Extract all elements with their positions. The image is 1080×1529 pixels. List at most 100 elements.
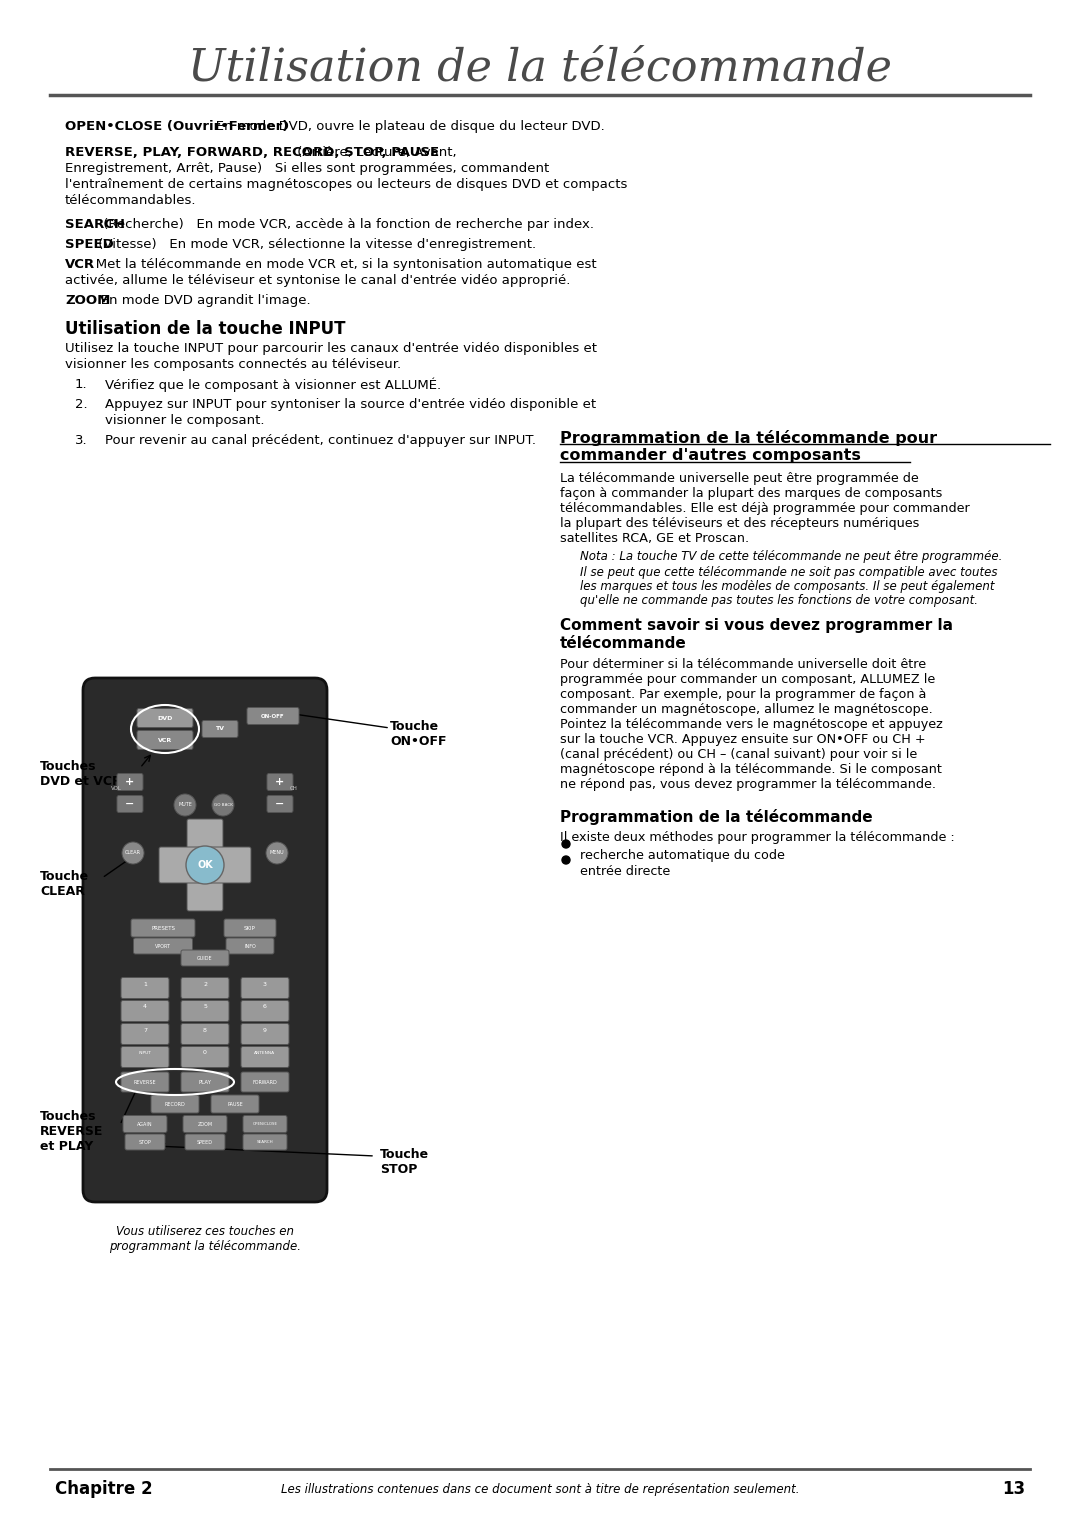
Text: les marques et tous les modèles de composants. Il se peut également: les marques et tous les modèles de compo… (580, 579, 995, 593)
Text: Pour revenir au canal précédent, continuez d'appuyer sur INPUT.: Pour revenir au canal précédent, continu… (105, 434, 536, 446)
Text: OPEN/CLOSE: OPEN/CLOSE (253, 1122, 278, 1125)
Text: 7: 7 (143, 1027, 147, 1032)
Text: Vous utiliserez ces touches en
programmant la télécommande.: Vous utiliserez ces touches en programma… (109, 1225, 301, 1252)
Text: Touche: Touche (390, 720, 440, 732)
Text: RECORD: RECORD (164, 1101, 186, 1107)
FancyBboxPatch shape (134, 937, 192, 954)
FancyBboxPatch shape (159, 847, 251, 884)
Text: ON-OFF: ON-OFF (261, 714, 285, 719)
Text: Il existe deux méthodes pour programmer la télécommande :: Il existe deux méthodes pour programmer … (561, 830, 955, 844)
Text: GO BACK: GO BACK (214, 803, 232, 807)
Text: PAUSE: PAUSE (227, 1101, 243, 1107)
Text: Pour déterminer si la télécommande universelle doit être: Pour déterminer si la télécommande unive… (561, 657, 927, 671)
Circle shape (562, 839, 570, 849)
FancyBboxPatch shape (181, 1000, 229, 1021)
FancyBboxPatch shape (121, 1000, 168, 1021)
Text: FORWARD: FORWARD (253, 1079, 278, 1084)
FancyBboxPatch shape (181, 1023, 229, 1044)
Text: En mode DVD, ouvre le plateau de disque du lecteur DVD.: En mode DVD, ouvre le plateau de disque … (203, 119, 605, 133)
Text: télécommande: télécommande (561, 636, 687, 651)
Text: CLEAR: CLEAR (125, 850, 141, 856)
FancyBboxPatch shape (224, 919, 276, 937)
Text: DVD et VCR: DVD et VCR (40, 775, 122, 787)
Text: Touches: Touches (40, 1110, 96, 1122)
Text: façon à commander la plupart des marques de composants: façon à commander la plupart des marques… (561, 488, 943, 500)
Text: Chapitre 2: Chapitre 2 (55, 1480, 152, 1498)
FancyBboxPatch shape (121, 1072, 168, 1092)
Text: (Recherche)   En mode VCR, accède à la fonction de recherche par index.: (Recherche) En mode VCR, accède à la fon… (98, 219, 594, 231)
Text: 3.: 3. (75, 434, 87, 446)
Text: INPUT: INPUT (138, 1050, 151, 1055)
Text: 4: 4 (143, 1005, 147, 1009)
FancyBboxPatch shape (243, 1116, 287, 1133)
Text: Utilisez la touche INPUT pour parcourir les canaux d'entrée vidéo disponibles et: Utilisez la touche INPUT pour parcourir … (65, 342, 597, 355)
Circle shape (266, 842, 288, 864)
Text: DVD: DVD (158, 716, 173, 720)
FancyBboxPatch shape (247, 708, 299, 725)
Text: 2.: 2. (75, 398, 87, 411)
FancyBboxPatch shape (117, 795, 143, 812)
Text: SEARCH: SEARCH (65, 219, 125, 231)
Text: programmée pour commander un composant, ALLUMEZ le: programmée pour commander un composant, … (561, 673, 935, 687)
Text: Utilisation de la touche INPUT: Utilisation de la touche INPUT (65, 320, 346, 338)
FancyBboxPatch shape (125, 1135, 165, 1150)
FancyBboxPatch shape (267, 795, 293, 812)
FancyBboxPatch shape (226, 937, 274, 954)
Text: Les illustrations contenues dans ce document sont à titre de représentation seul: Les illustrations contenues dans ce docu… (281, 1483, 799, 1495)
Circle shape (186, 846, 224, 884)
FancyBboxPatch shape (123, 1116, 167, 1133)
Text: VCR: VCR (158, 737, 172, 743)
Text: La télécommande universelle peut être programmée de: La télécommande universelle peut être pr… (561, 472, 919, 485)
Text: PRESETS: PRESETS (151, 925, 175, 931)
Text: ZOOM: ZOOM (65, 294, 110, 307)
Text: SPEED: SPEED (197, 1139, 213, 1145)
FancyBboxPatch shape (181, 977, 229, 998)
Text: 8: 8 (203, 1027, 207, 1032)
FancyBboxPatch shape (137, 708, 193, 728)
Text: satellites RCA, GE et Proscan.: satellites RCA, GE et Proscan. (561, 532, 750, 544)
Text: et PLAY: et PLAY (40, 1141, 93, 1153)
Text: composant. Par exemple, pour la programmer de façon à: composant. Par exemple, pour la programm… (561, 688, 927, 700)
Text: activée, allume le téléviseur et syntonise le canal d'entrée vidéo approprié.: activée, allume le téléviseur et syntoni… (65, 274, 570, 287)
Text: télécommandables. Elle est déjà programmée pour commander: télécommandables. Elle est déjà programm… (561, 502, 970, 515)
FancyBboxPatch shape (117, 774, 143, 790)
Text: recherche automatique du code: recherche automatique du code (580, 849, 785, 862)
FancyBboxPatch shape (187, 820, 222, 911)
Text: Met la télécommande en mode VCR et, si la syntonisation automatique est: Met la télécommande en mode VCR et, si l… (83, 258, 596, 271)
Text: AGAIN: AGAIN (137, 1121, 152, 1127)
Text: Programmation de la télécommande: Programmation de la télécommande (561, 809, 873, 826)
Text: Touche: Touche (380, 1148, 429, 1161)
FancyBboxPatch shape (121, 1046, 168, 1067)
FancyBboxPatch shape (202, 720, 238, 737)
Text: Appuyez sur INPUT pour syntoniser la source d'entrée vidéo disponible et: Appuyez sur INPUT pour syntoniser la sou… (105, 398, 596, 411)
FancyBboxPatch shape (243, 1135, 287, 1150)
FancyBboxPatch shape (121, 1023, 168, 1044)
FancyBboxPatch shape (151, 1095, 199, 1113)
Text: Touches: Touches (40, 760, 96, 774)
Text: commander d'autres composants: commander d'autres composants (561, 448, 861, 463)
Text: INFO: INFO (244, 943, 256, 948)
Text: CLEAR: CLEAR (40, 885, 85, 898)
Text: OPEN•CLOSE (Ouvrir•Fermer): OPEN•CLOSE (Ouvrir•Fermer) (65, 119, 288, 133)
Text: l'entraînement de certains magnétoscopes ou lecteurs de disques DVD et compacts: l'entraînement de certains magnétoscopes… (65, 177, 627, 191)
Text: PLAY: PLAY (199, 1079, 212, 1084)
FancyBboxPatch shape (185, 1135, 225, 1150)
Text: +: + (125, 777, 135, 787)
Text: −: − (275, 800, 285, 809)
Text: ZOOM: ZOOM (198, 1121, 213, 1127)
FancyBboxPatch shape (181, 1046, 229, 1067)
Text: Touche: Touche (40, 870, 90, 884)
Text: magnétoscope répond à la télécommande. Si le composant: magnétoscope répond à la télécommande. S… (561, 763, 942, 777)
Text: 2: 2 (203, 982, 207, 986)
FancyBboxPatch shape (183, 1116, 227, 1133)
Text: entrée directe: entrée directe (580, 865, 671, 878)
FancyBboxPatch shape (131, 919, 195, 937)
Text: Vérifiez que le composant à visionner est ALLUMÉ.: Vérifiez que le composant à visionner es… (105, 378, 441, 393)
Text: Programmation de la télécommande pour: Programmation de la télécommande pour (561, 430, 937, 446)
Text: 5: 5 (203, 1005, 207, 1009)
Text: (canal précédent) ou CH – (canal suivant) pour voir si le: (canal précédent) ou CH – (canal suivant… (561, 748, 917, 761)
Text: −: − (125, 800, 135, 809)
Text: qu'elle ne commande pas toutes les fonctions de votre composant.: qu'elle ne commande pas toutes les fonct… (580, 593, 978, 607)
Text: ANTENNA: ANTENNA (255, 1050, 275, 1055)
Text: En mode DVD agrandit l'image.: En mode DVD agrandit l'image. (89, 294, 311, 307)
